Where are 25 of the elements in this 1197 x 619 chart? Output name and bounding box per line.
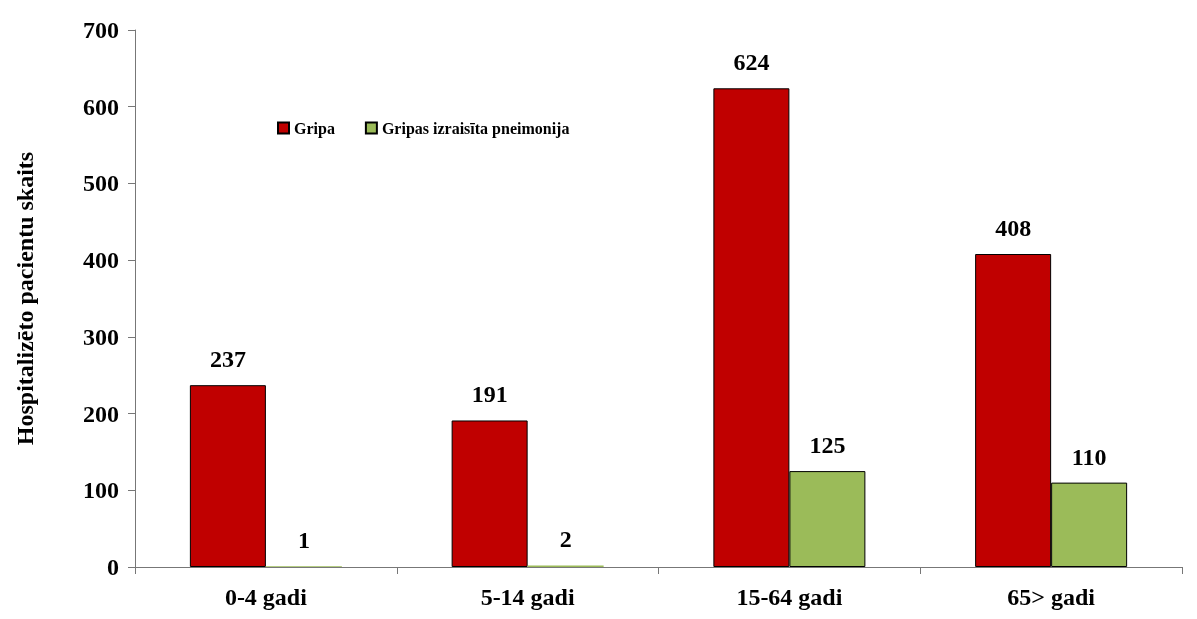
legend-label: Gripas izraisīta pneimonija — [381, 119, 570, 138]
y-tick-label: 0 — [107, 554, 119, 580]
x-tick-label: 15-64 gadi — [736, 584, 843, 610]
y-tick-label: 700 — [83, 17, 119, 43]
y-tick-label: 400 — [83, 247, 119, 274]
data-label: 237 — [209, 346, 246, 373]
y-tick-label: 600 — [83, 93, 119, 120]
data-label: 191 — [471, 381, 508, 408]
data-label: 2 — [559, 526, 572, 553]
y-tick-label: 300 — [83, 323, 119, 350]
legend-label: Gripa — [294, 119, 335, 138]
data-label: 110 — [1071, 443, 1107, 470]
data-label: 408 — [995, 215, 1032, 242]
data-label: 125 — [809, 432, 846, 459]
x-tick-label: 0-4 gadi — [224, 584, 308, 610]
y-tick-label: 500 — [83, 170, 119, 197]
bar — [189, 385, 266, 567]
y-tick-label: 200 — [83, 400, 119, 427]
data-label: 1 — [297, 527, 310, 554]
y-axis-title: Hospitalizēto pacientu skaits — [12, 151, 38, 446]
x-tick-label: 65> gadi — [1007, 584, 1096, 610]
y-tick-label: 100 — [83, 477, 119, 504]
data-label: 624 — [733, 49, 770, 76]
x-tick-label: 5-14 gadi — [480, 584, 575, 610]
bar — [451, 420, 528, 567]
